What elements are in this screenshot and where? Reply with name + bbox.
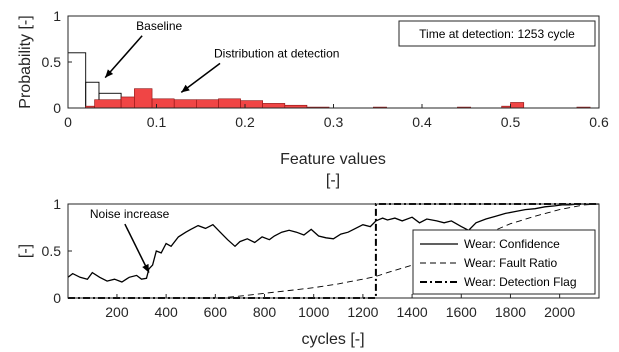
detection-bar-3 [134,88,153,109]
bottom-annotation-label: Noise increase [90,207,170,221]
detection-bar-5 [173,99,197,109]
legend-label: Wear: Fault Ratio [464,256,557,270]
bottom-y-tick-label: 0 [53,290,61,306]
top-y-ticks: 00.51 [42,8,72,116]
bottom-x-tick-label: 600 [204,304,228,320]
top-x-tick-label: 0.3 [324,114,344,130]
legend-frame [412,229,596,295]
detection-bar-1 [94,99,122,109]
info-box-text: Time at detection: 1253 cycle [419,27,575,41]
detection-bar-8 [240,100,263,109]
bottom-x-ticks: 200 400 600 800 1000 1200 1400 1600 1800 2000 [105,294,575,320]
top-y-tick-label: 0.5 [42,54,62,70]
bottom-y-tick-label: 0.5 [42,243,62,259]
bottom-annotations: Noise increase [90,207,170,273]
info-box-frame [398,20,596,47]
legend-items: Wear: Confidence Wear: Fault Ratio Wear: D… [420,237,577,289]
top-annotations: Baseline Distribution at detection [104,19,339,93]
top-annotation-label: Baseline [136,19,182,33]
top-x-axis-label: Feature values [280,151,386,168]
bottom-y-tick-label: 1 [53,196,61,212]
bottom-x-tick-label: 1200 [347,304,378,320]
bottom-x-tick-label: 1800 [495,304,526,320]
series-line-wear-fault-ratio [68,203,600,299]
bottom-annotation-0-arrow-head [142,263,149,273]
detection-bar-6 [196,99,219,109]
detection-bar-9 [262,103,286,109]
top-y-axis-label: Probability [-] [17,15,34,108]
top-x-ticks: 0 0.1 0.2 0.3 0.4 0.5 0.6 [64,104,609,130]
bottom-x-tick-label: 1400 [397,304,428,320]
top-annotation-1-arrow-head [181,84,190,93]
bottom-x-tick-label: 200 [105,304,129,320]
top-y-tick-label: 0 [53,100,61,116]
top-x-tick-label: 0 [64,114,72,130]
top-annotation-0-arrow-head [105,69,114,78]
top-x-tick-label: 0.1 [147,114,167,130]
bottom-x-tick-label: 800 [253,304,277,320]
detection-bar-2 [120,96,135,109]
detection-bar-7 [218,98,241,109]
legend-label: Wear: Confidence [464,237,560,251]
bottom-x-tick-label: 2000 [544,304,575,320]
top-x-tick-label: 0.6 [589,114,609,130]
bottom-x-axis-label: cycles [-] [301,331,364,348]
top-annotation-label: Distribution at detection [214,46,339,60]
bottom-x-tick-label: 1600 [446,304,477,320]
top-x-tick-label: 0.4 [412,114,432,130]
top-y-tick-label: 1 [53,8,61,24]
histogram-chart: 0 0.1 0.2 0.3 0.4 0.5 0.6 00.51 Feature values… [17,8,609,189]
bottom-x-tick-label: 400 [154,304,178,320]
top-x-tick-label: 0.5 [501,114,521,130]
legend: Wear: Confidence Wear: Fault Ratio Wear: D… [412,229,596,295]
top-x-tick-label: 0.2 [235,114,255,130]
top-annotation-1-arrow-shaft [180,62,221,93]
top-x-axis-unit: [-] [326,172,340,189]
info-box: Time at detection: 1253 cycle [398,20,596,47]
bottom-y-ticks: 00.51 [42,196,72,306]
line-chart: 200 400 600 800 1000 1200 1400 1600 1800 2000 00.… [17,196,600,348]
detection-bar-4 [151,98,175,109]
bottom-y-axis-label: [-] [17,244,34,258]
legend-label: Wear: Detection Flag [464,275,577,289]
bottom-annotation-0-arrow-shaft [124,223,150,273]
top-annotation-0-arrow-shaft [104,35,143,79]
detection-bar-15 [510,102,525,109]
series-line-wear-confidence [67,203,599,283]
bottom-x-tick-label: 1000 [298,304,329,320]
